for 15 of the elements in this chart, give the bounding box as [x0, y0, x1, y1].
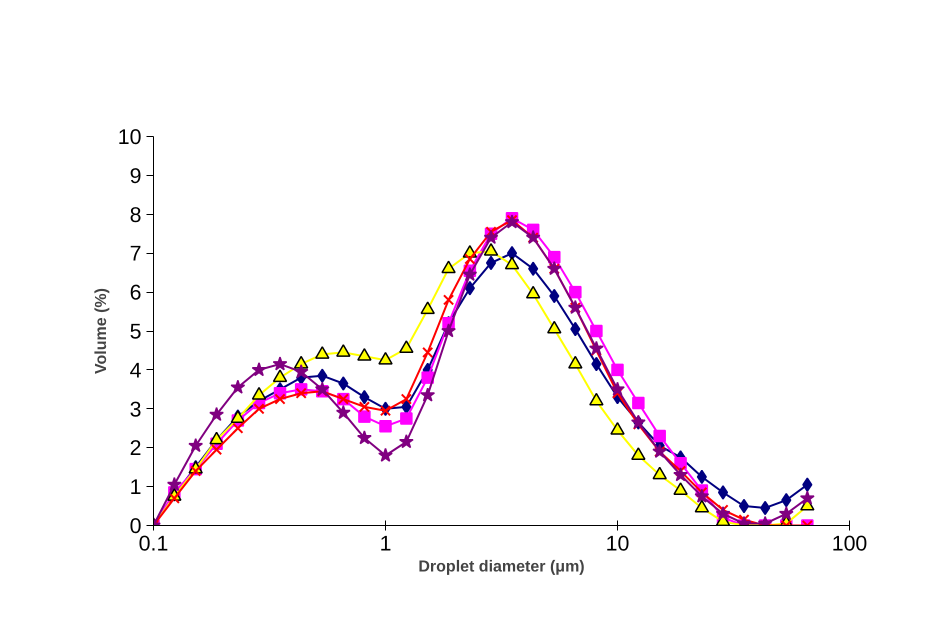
y-axis-title: Volume (%): [92, 288, 110, 374]
y-tick-label: 1: [130, 475, 142, 500]
y-tick-label: 2: [130, 436, 142, 460]
x-axis-title: Droplet diameter (μm): [418, 558, 585, 576]
y-tick-label: 7: [130, 242, 142, 266]
y-tick-label: 4: [130, 358, 142, 382]
y-tick-label: 10: [118, 125, 142, 149]
x-tick-label: 1: [380, 532, 392, 556]
y-tick-label: 5: [130, 320, 142, 344]
y-tick-label: 9: [130, 164, 142, 188]
x-tick-label: 10: [606, 532, 630, 556]
y-tick-label: 6: [130, 280, 142, 305]
x-tick-label: 100: [832, 532, 868, 556]
y-tick-label: 8: [130, 202, 142, 227]
y-tick-label: 3: [130, 397, 142, 422]
